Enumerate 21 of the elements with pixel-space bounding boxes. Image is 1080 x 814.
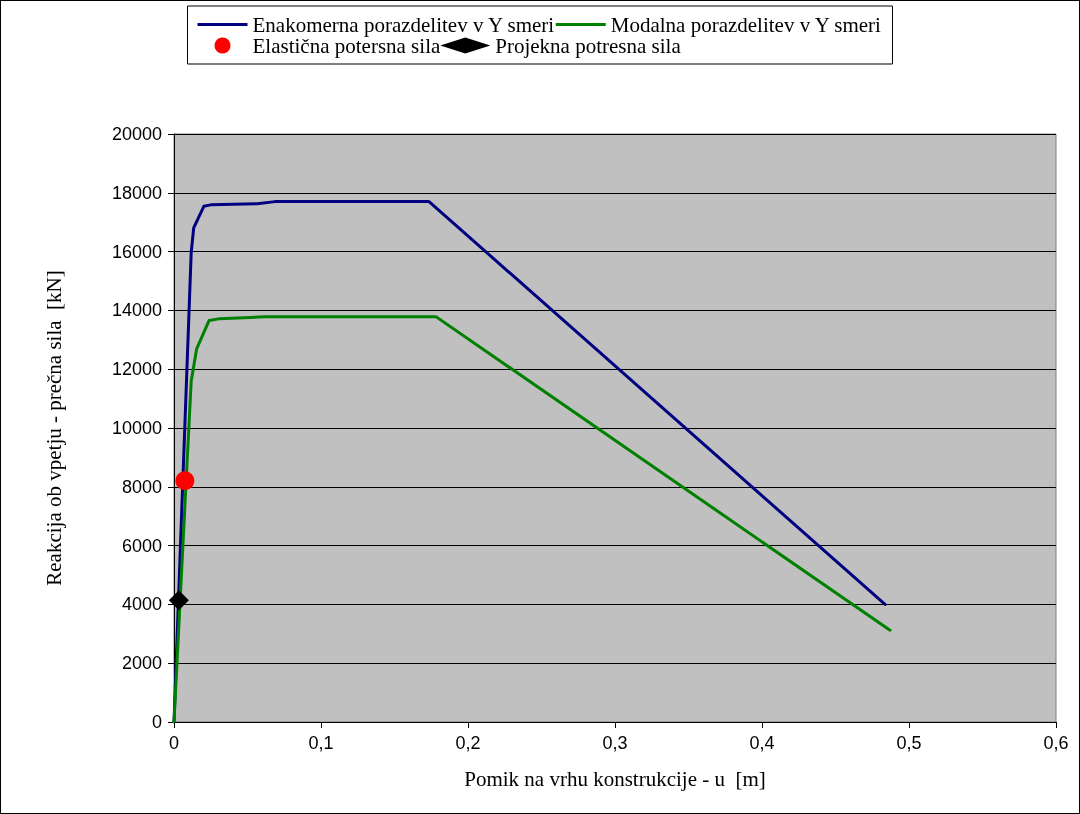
y-tick-label: 0 xyxy=(151,712,162,732)
x-tick-label: 0,5 xyxy=(896,733,922,753)
x-tick-label: 0,4 xyxy=(749,733,775,753)
y-tick-label: 16000 xyxy=(111,241,162,262)
y-tick-label: 14000 xyxy=(111,300,162,321)
line-series xyxy=(172,315,892,724)
y-tick-label: 10000 xyxy=(111,418,162,438)
y-tick-label: 6000 xyxy=(121,535,162,556)
x-tick-label: 0,1 xyxy=(308,733,334,753)
y-axis-title: Reakcija ob vpetju - prečna sila [kN] xyxy=(41,270,66,586)
y-tick-label: 8000 xyxy=(121,476,162,497)
x-tick-label: 0 xyxy=(168,733,180,753)
y-tick-label: 4000 xyxy=(121,594,162,615)
x-tick-label: 0,3 xyxy=(602,733,628,753)
y-tick-label: 2000 xyxy=(121,653,162,674)
y-tick-label: 18000 xyxy=(111,182,162,203)
x-tick-label: 0,2 xyxy=(455,733,481,753)
x-tick-label: 0,6 xyxy=(1043,733,1069,753)
x-axis-title: Pomik na vrhu konstrukcije - u [m] xyxy=(464,766,766,791)
y-tick-label: 20000 xyxy=(111,124,162,144)
y-tick-label: 12000 xyxy=(111,359,162,380)
